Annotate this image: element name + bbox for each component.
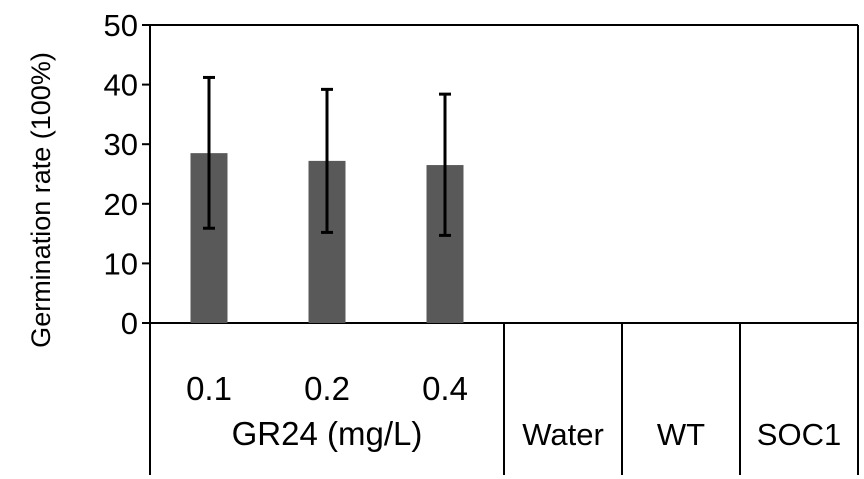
x-group-label: GR24 (mg/L) — [232, 415, 423, 452]
y-tick-label: 10 — [104, 246, 138, 281]
error-bars — [203, 75, 451, 237]
y-axis-label: Germination rate (100%) — [26, 52, 56, 348]
x-tick-label: SOC1 — [757, 417, 841, 452]
y-axis-ticks: 0 10 20 30 40 50 — [104, 8, 150, 341]
y-tick-label: 40 — [104, 68, 138, 103]
x-tick-label: WT — [657, 417, 705, 452]
y-tick-label: 20 — [104, 187, 138, 222]
x-tick-label: Water — [522, 417, 604, 452]
y-tick-label: 30 — [104, 127, 138, 162]
x-tick-label: 0.4 — [422, 370, 468, 407]
y-tick-label: 50 — [104, 8, 138, 43]
y-tick-label: 0 — [121, 306, 138, 341]
x-tick-label: 0.2 — [304, 370, 350, 407]
x-tick-label: 0.1 — [186, 370, 232, 407]
x-axis-category-table: 0.1 0.2 0.4 Water WT SOC1 GR24 (mg/L) — [186, 323, 859, 475]
